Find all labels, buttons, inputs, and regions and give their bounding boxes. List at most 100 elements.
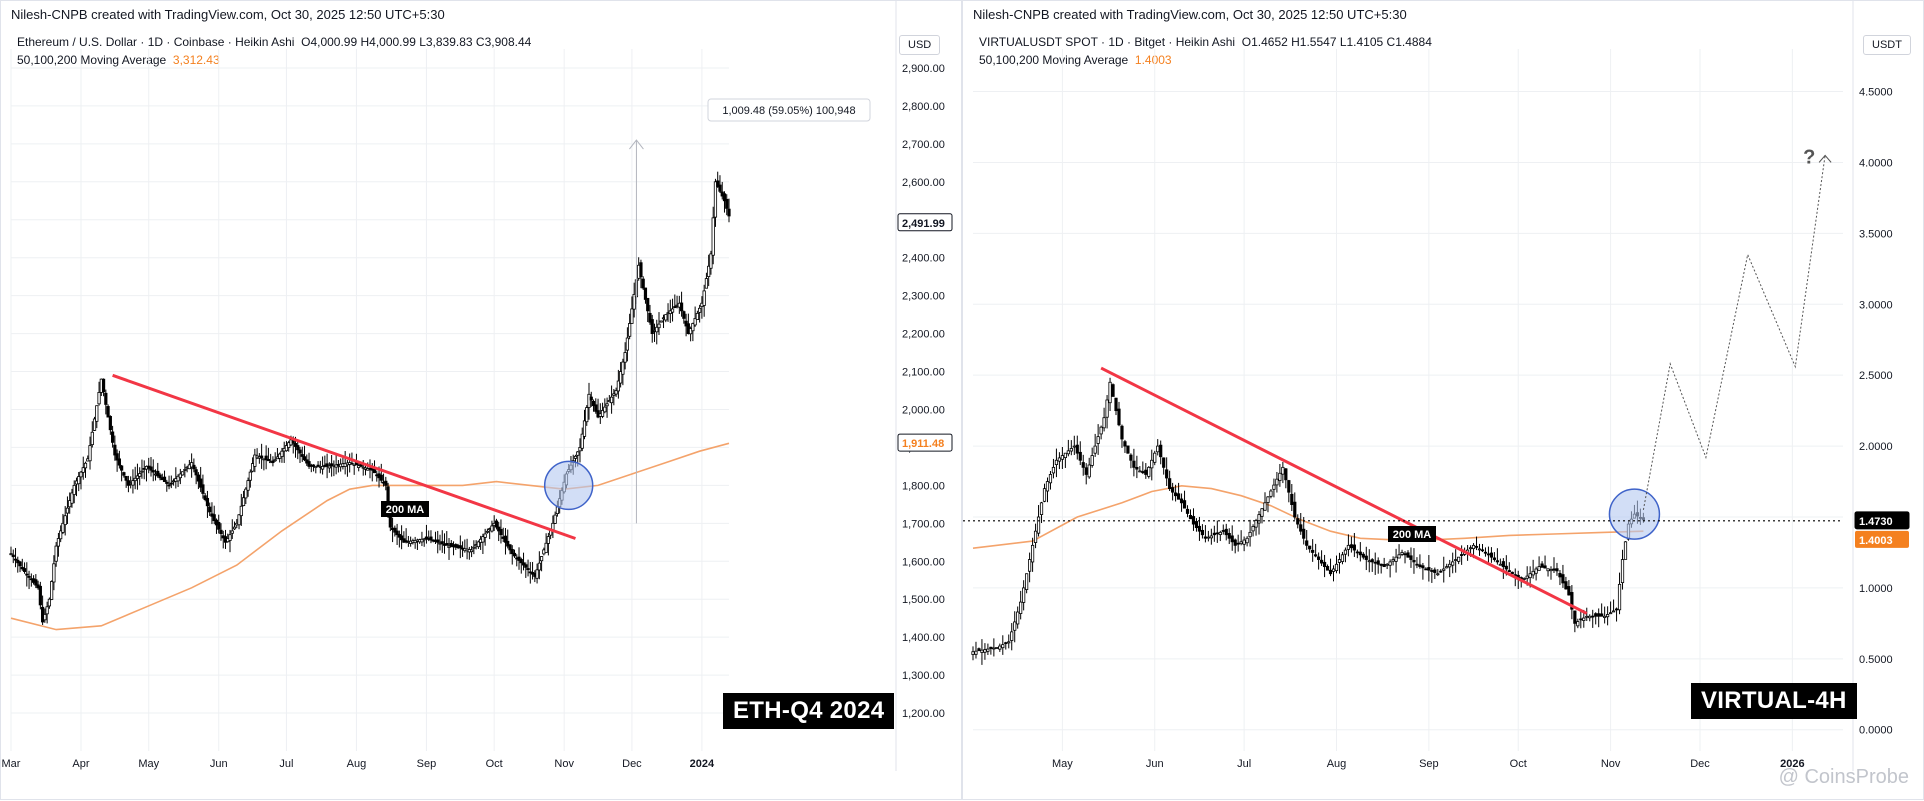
candle-body	[88, 445, 92, 462]
candle-body	[1534, 568, 1538, 574]
candle-body	[1233, 539, 1237, 546]
candle-body	[384, 480, 388, 486]
candle-body	[1129, 454, 1133, 461]
candle-body	[614, 390, 618, 395]
eth-symbol-title[interactable]: Ethereum / U.S. Dollar · 1D · Coinbase ·…	[17, 35, 295, 49]
virtual-currency-badge[interactable]: USDT	[1863, 35, 1911, 55]
candle-body	[1281, 466, 1285, 475]
candle-body	[1150, 459, 1154, 469]
candle-body	[316, 464, 320, 467]
candle-body	[1352, 544, 1356, 551]
candle-body	[1403, 553, 1407, 556]
candle-body	[603, 406, 607, 413]
candle-body	[350, 462, 354, 465]
candle-body	[553, 514, 557, 524]
candle-body	[1260, 508, 1264, 517]
candle-body	[1382, 564, 1386, 568]
candle-body	[300, 454, 304, 457]
breakout-circle	[1608, 488, 1661, 540]
candle-body	[72, 484, 76, 495]
candle-body	[535, 569, 539, 579]
candle-body	[1063, 452, 1067, 459]
candle-body	[1424, 568, 1428, 571]
candle-body	[50, 581, 54, 600]
candle-body	[971, 651, 975, 655]
eth-chart-panel[interactable]: Nilesh-CNPB created with TradingView.com…	[0, 0, 962, 800]
candle-body	[201, 484, 205, 494]
candle-body	[580, 433, 584, 449]
candle-body	[693, 318, 697, 326]
candle-body	[1054, 459, 1059, 466]
candle-body	[1418, 564, 1422, 568]
candle-body	[1325, 566, 1330, 571]
x-tick-label: Apr	[72, 758, 89, 770]
virtual-symbol-title[interactable]: VIRTUALUSDT SPOT · 1D · Bitget · Heikin …	[979, 35, 1236, 49]
x-tick-label: Oct	[486, 758, 503, 770]
y-tick-label: 1,800.00	[902, 480, 945, 492]
candle-body	[1179, 498, 1184, 504]
candle-body	[131, 480, 135, 486]
candle-body	[1451, 561, 1455, 566]
candle-body	[1010, 631, 1014, 641]
candle-body	[989, 646, 993, 649]
candle-body	[1561, 574, 1565, 584]
candle-body	[605, 403, 609, 407]
eth-price-tag-text: 2,491.99	[902, 218, 945, 230]
candle-body	[1084, 467, 1088, 475]
candle-body	[1564, 581, 1568, 590]
candle-body	[212, 514, 216, 522]
candle-body	[974, 650, 978, 655]
candle-body	[1168, 478, 1172, 490]
virtual-chart-panel[interactable]: Nilesh-CNPB created with TradingView.com…	[962, 0, 1924, 800]
candle-body	[977, 648, 981, 652]
eth-chart-svg[interactable]: 1,200.00 1,300.00 1,400.00 1,500.00 1,600.00…	[1, 1, 963, 801]
x-tick-label: Jun	[210, 758, 228, 770]
candle-body	[422, 538, 426, 541]
candle-body	[1623, 541, 1628, 560]
candle-body	[81, 467, 85, 473]
candle-body	[591, 401, 596, 407]
eth-currency-badge[interactable]: USD	[899, 35, 941, 55]
candle-body	[1334, 563, 1339, 572]
eth-ma-legend[interactable]: 50,100,200 Moving Average 3,312.43	[17, 53, 220, 67]
candle-body	[97, 392, 101, 405]
candle-body	[1287, 480, 1291, 493]
virtual-ma-legend[interactable]: 50,100,200 Moving Average 1.4003	[979, 53, 1172, 67]
candle-body	[1251, 526, 1255, 532]
candle-body	[325, 463, 329, 467]
x-tick-label: 2024	[690, 758, 715, 770]
x-tick-label: Nov	[1601, 758, 1621, 770]
candle-body	[1540, 563, 1544, 568]
candle-body	[140, 470, 144, 473]
candle-body	[1090, 455, 1094, 466]
x-tick-label: Jun	[1146, 758, 1164, 770]
candle-body	[621, 361, 625, 375]
candle-body	[1135, 466, 1139, 470]
candle-body	[612, 393, 616, 396]
candle-body	[546, 536, 550, 544]
x-tick-label: Sep	[1419, 758, 1439, 770]
candle-body	[1096, 436, 1100, 444]
candle-body	[476, 541, 480, 548]
candle-body	[248, 471, 252, 481]
eth-price-tag: 2,491.99	[897, 213, 953, 232]
candle-body	[1397, 554, 1401, 559]
candle-body	[156, 470, 160, 477]
candle-body	[1254, 520, 1258, 528]
candle-body	[124, 475, 128, 481]
candle-body	[1606, 614, 1610, 618]
candle-body	[1075, 444, 1079, 454]
candle-body	[1370, 559, 1374, 563]
candle-body	[1087, 464, 1091, 478]
candle-body	[1123, 441, 1127, 447]
candle-body	[1388, 561, 1392, 566]
virtual-chart-svg[interactable]: 0.00000.50001.00001.50002.00002.50003.00…	[963, 1, 1924, 801]
candle-body	[1379, 563, 1383, 566]
y-tick-label: 2,200.00	[902, 329, 945, 341]
candle-body	[280, 450, 284, 457]
projection-arrow-head	[1818, 154, 1832, 163]
candle-body	[18, 561, 22, 567]
candle-body	[1141, 471, 1145, 474]
y-tick-label: 0.5000	[1859, 654, 1893, 666]
candle-body	[1460, 554, 1464, 556]
